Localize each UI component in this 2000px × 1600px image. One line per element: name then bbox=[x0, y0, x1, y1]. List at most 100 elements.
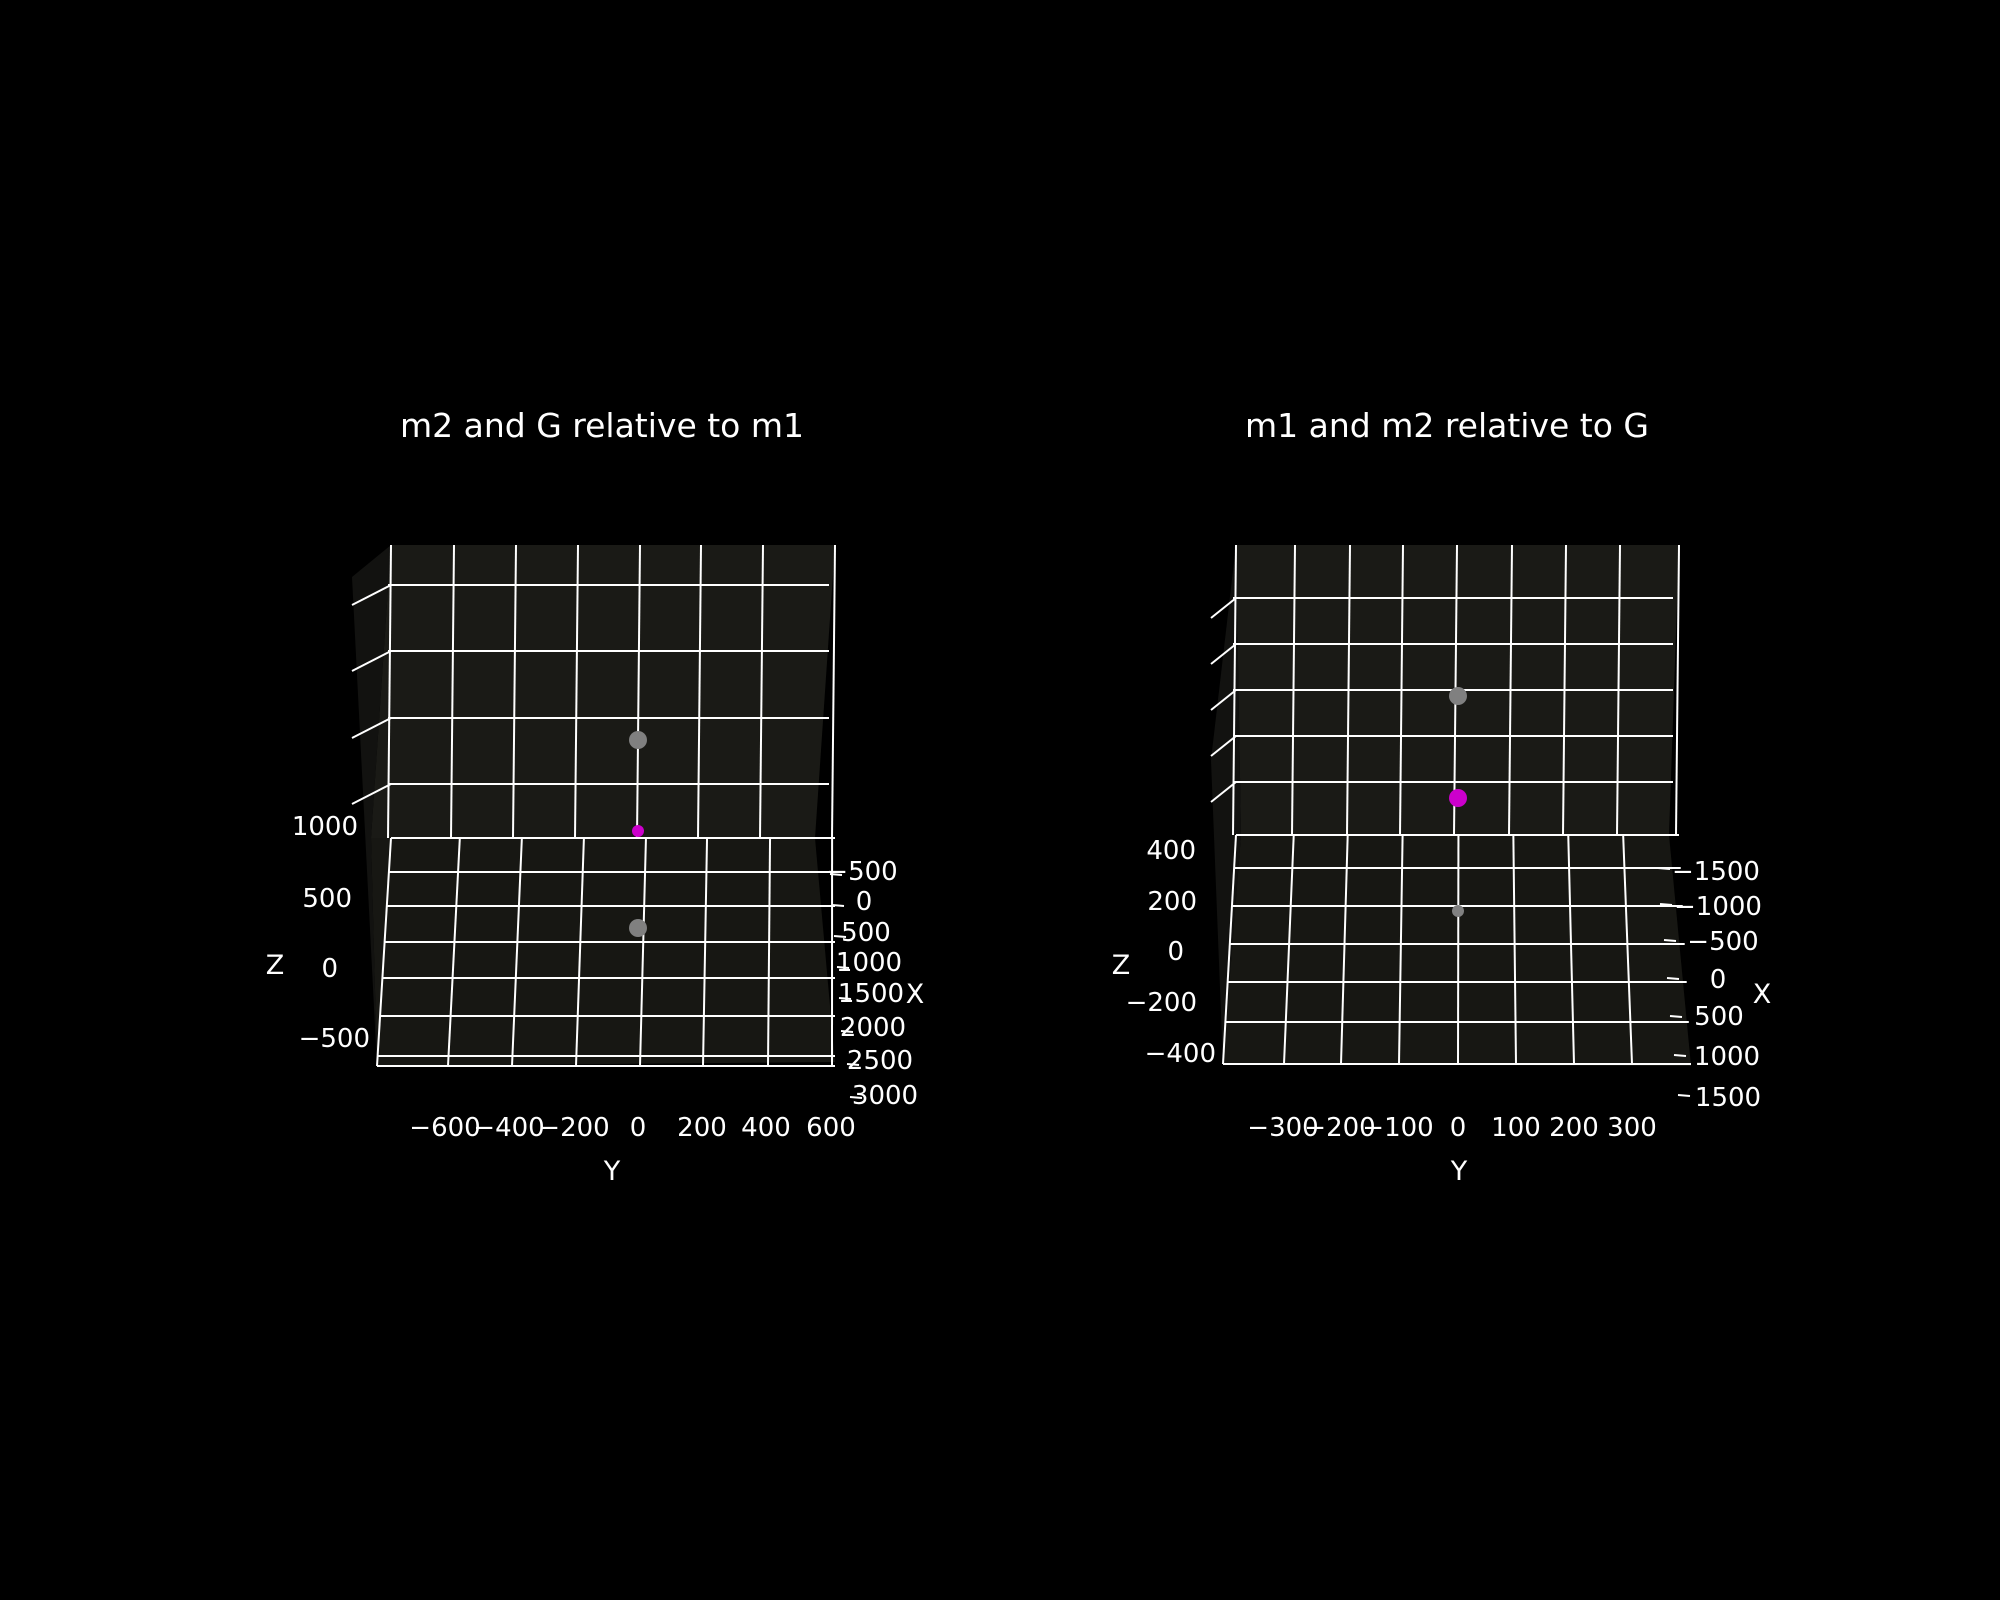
y-tick-label: 400 bbox=[741, 1113, 791, 1143]
x-tick-mark bbox=[836, 966, 850, 969]
data-point bbox=[629, 731, 647, 749]
grid-line-back bbox=[636, 544, 641, 839]
z-tick-label: 400 bbox=[1146, 836, 1196, 866]
y-tick-label: 600 bbox=[806, 1113, 856, 1143]
grid-line-side bbox=[351, 717, 392, 739]
grid-lines bbox=[1210, 544, 1691, 1097]
y-tick-label: −400 bbox=[473, 1113, 544, 1143]
grid-line-back bbox=[759, 544, 764, 839]
grid-line-back bbox=[574, 544, 579, 839]
x-axis-label: X bbox=[1753, 979, 1772, 1010]
grid-line-floor bbox=[575, 837, 585, 1067]
x-tick-label: 500 bbox=[841, 918, 891, 948]
grid-line-side bbox=[1210, 781, 1237, 803]
x-tick-label: 2000 bbox=[840, 1013, 906, 1043]
grid-line-side bbox=[1210, 597, 1237, 619]
x-tick-label: −1500 bbox=[1672, 857, 1760, 887]
x-tick-label: 500 bbox=[1694, 1002, 1744, 1032]
x-tick-mark bbox=[829, 873, 843, 876]
y-axis-label: Y bbox=[603, 1156, 621, 1187]
z-axis-line bbox=[1222, 834, 1237, 1065]
y-tick-label: −300 bbox=[1247, 1113, 1318, 1143]
floor-pane bbox=[1223, 835, 1691, 1066]
z-axis-line bbox=[376, 837, 392, 1067]
grid-line-floor bbox=[447, 837, 461, 1067]
floor-pane bbox=[371, 838, 835, 1066]
x-tick-label: −500 bbox=[1687, 927, 1758, 957]
y-tick-label: 300 bbox=[1607, 1113, 1657, 1143]
z-tick-labels: −500 0 500 1000 bbox=[292, 812, 370, 1054]
grid-line-back bbox=[512, 544, 517, 839]
grid-line-back bbox=[697, 544, 702, 839]
x-tick-mark bbox=[1666, 977, 1680, 980]
grid-line-floor bbox=[1340, 834, 1349, 1065]
y-tick-label: −200 bbox=[538, 1113, 609, 1143]
y-tick-labels: −600 −400 −200 0 200 400 600 bbox=[409, 1113, 856, 1143]
x-tick-mark bbox=[1673, 1054, 1687, 1057]
x-tick-mark bbox=[831, 904, 845, 907]
grid-line-floor bbox=[511, 837, 523, 1067]
z-tick-label: 1000 bbox=[292, 812, 358, 842]
y-tick-label: −100 bbox=[1362, 1113, 1433, 1143]
x-tick-mark bbox=[1663, 939, 1677, 942]
x-tick-mark bbox=[1659, 903, 1673, 906]
x-tick-label: 1000 bbox=[1694, 1042, 1760, 1072]
grid-line-back bbox=[450, 544, 455, 839]
x-tick-mark bbox=[1677, 1094, 1691, 1097]
grid-line-floor bbox=[1398, 834, 1404, 1065]
z-tick-label: 200 bbox=[1147, 887, 1197, 917]
y-tick-label: 200 bbox=[677, 1113, 727, 1143]
y-tick-label: 0 bbox=[1450, 1113, 1467, 1143]
grid-line-floor bbox=[1283, 834, 1295, 1065]
grid-line-side bbox=[351, 650, 392, 672]
x-tick-label: −1000 bbox=[1674, 892, 1762, 922]
data-points bbox=[1449, 687, 1467, 917]
grid-line-side bbox=[351, 783, 392, 805]
z-tick-label: 0 bbox=[321, 954, 338, 984]
x-tick-labels: −500 0 500 1000 1500 2000 2500 3000 bbox=[826, 857, 918, 1111]
x-axis-label: X bbox=[906, 979, 925, 1010]
y-tick-labels: −300 −200 −100 0 100 200 300 bbox=[1247, 1113, 1657, 1143]
grid-line-back bbox=[1675, 544, 1680, 836]
y-tick-label: 200 bbox=[1549, 1113, 1599, 1143]
subplot-right: m1 and m2 relative to G −1500 −1000 −500… bbox=[1112, 406, 1772, 1187]
x-tick-mark bbox=[840, 1030, 854, 1033]
x-tick-mark bbox=[1669, 1015, 1683, 1018]
data-points bbox=[629, 731, 647, 937]
x-tick-label: 1000 bbox=[836, 948, 902, 978]
x-tick-label: 1500 bbox=[1695, 1083, 1761, 1113]
grid-line-floor bbox=[767, 837, 772, 1067]
data-point bbox=[629, 919, 647, 937]
grid-line-floor bbox=[702, 837, 709, 1067]
chart-title: m2 and G relative to m1 bbox=[400, 406, 804, 445]
x-tick-label: 0 bbox=[856, 887, 873, 917]
x-tick-label: −500 bbox=[826, 857, 897, 887]
grid-line-floor bbox=[1567, 834, 1575, 1065]
x-tick-mark bbox=[833, 935, 847, 938]
grid-line-floor bbox=[1622, 834, 1633, 1065]
grid-line-floor bbox=[1512, 834, 1517, 1065]
grid-line-side bbox=[351, 584, 392, 606]
data-point bbox=[1449, 789, 1467, 807]
y-tick-label: 100 bbox=[1491, 1113, 1541, 1143]
x-tick-mark bbox=[849, 1096, 863, 1099]
z-tick-label: −200 bbox=[1126, 988, 1197, 1018]
x-tick-label: 3000 bbox=[852, 1081, 918, 1111]
side-pane bbox=[352, 545, 391, 1066]
back-pane bbox=[371, 545, 835, 838]
y-tick-label: −600 bbox=[409, 1113, 480, 1143]
z-tick-label: 500 bbox=[302, 884, 352, 914]
grid-line-back bbox=[387, 544, 392, 839]
x-tick-label: 1500 bbox=[838, 979, 904, 1009]
grid-line-floor bbox=[639, 837, 647, 1067]
grid-line-side bbox=[1210, 643, 1237, 665]
z-axis-label: Z bbox=[1112, 950, 1131, 981]
x-tick-mark bbox=[846, 1063, 860, 1066]
grid-line-side bbox=[1210, 689, 1237, 711]
data-point bbox=[632, 825, 644, 837]
z-axis-label: Z bbox=[266, 950, 285, 981]
side-pane bbox=[1211, 545, 1241, 1064]
data-point bbox=[1452, 905, 1464, 917]
